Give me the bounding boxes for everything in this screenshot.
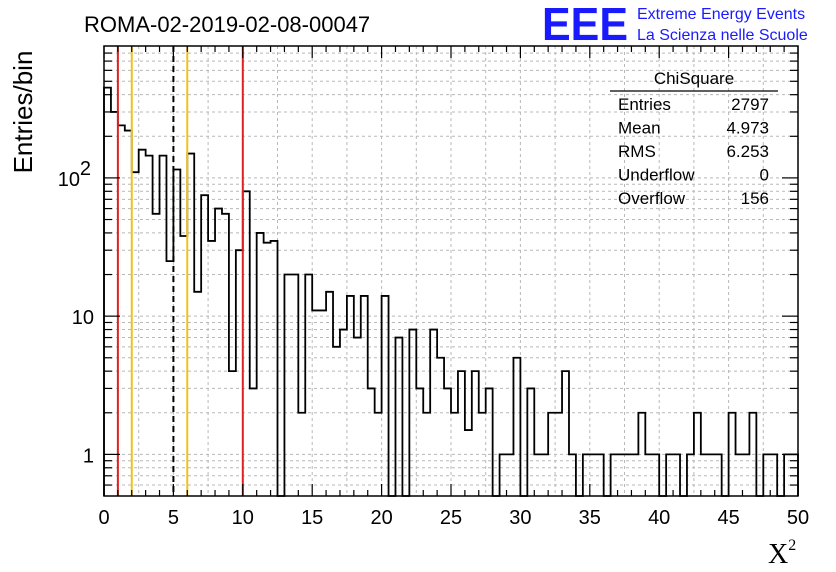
y-tick-label: 1	[83, 445, 94, 467]
y-tick-label: 10	[72, 307, 94, 329]
stats-title: ChiSquare	[654, 69, 734, 88]
grid	[104, 46, 798, 496]
stats-label: Underflow	[618, 166, 695, 185]
eee-logo-mark: EEE	[542, 0, 628, 50]
y-tick-label: 10	[58, 169, 80, 191]
stats-label: RMS	[618, 142, 656, 161]
chart-title: ROMA-02-2019-02-08-00047	[84, 12, 370, 37]
stats-value: 4.973	[726, 119, 769, 138]
x-tick-label: 5	[168, 507, 179, 529]
x-tick-label: 50	[787, 507, 809, 529]
stats-label: Mean	[618, 119, 661, 138]
eee-logo-line1: Extreme Energy Events	[637, 6, 805, 23]
eee-logo-line2: La Scienza nelle Scuole	[637, 27, 808, 44]
y-tick-label-exponent: 2	[80, 158, 91, 180]
x-tick-label: 15	[301, 507, 323, 529]
x-tick-label: 30	[509, 507, 531, 529]
histogram-bars	[103, 86, 799, 497]
y-axis-title: Entries/bin	[8, 51, 38, 174]
x-tick-label: 35	[579, 507, 601, 529]
eee-logo: EEE Extreme Energy Events La Scienza nel…	[542, 0, 808, 50]
axis-ticks	[103, 46, 799, 496]
stats-rows: Entries 2797 Mean 4.973 RMS 6.253 Underflow 0 Ov…	[618, 95, 769, 208]
x-tick-label: 25	[440, 507, 462, 529]
x-axis-title-base: X	[768, 539, 788, 570]
stats-value: 0	[760, 166, 769, 185]
x-tick-label: 10	[232, 507, 254, 529]
stats-label: Overflow	[618, 189, 686, 208]
x-axis-title: X2	[768, 537, 796, 570]
stats-box: ChiSquare Entries 2797 Mean 4.973 RMS 6.253 Un…	[610, 69, 778, 208]
x-tick-label: 40	[648, 507, 670, 529]
histogram-outline	[103, 86, 799, 497]
stats-value: 2797	[731, 95, 769, 114]
x-tick-label: 0	[98, 507, 109, 529]
x-tick-labels: 0 5 10 15 20 25 30 35 40 45 50	[98, 507, 809, 529]
stats-label: Entries	[618, 95, 671, 114]
x-tick-label: 45	[717, 507, 739, 529]
x-axis-title-superscript: 2	[788, 537, 796, 554]
vertical-lines	[116, 46, 244, 496]
x-tick-label: 20	[370, 507, 392, 529]
stats-value: 6.253	[726, 142, 769, 161]
stats-value: 156	[741, 189, 769, 208]
